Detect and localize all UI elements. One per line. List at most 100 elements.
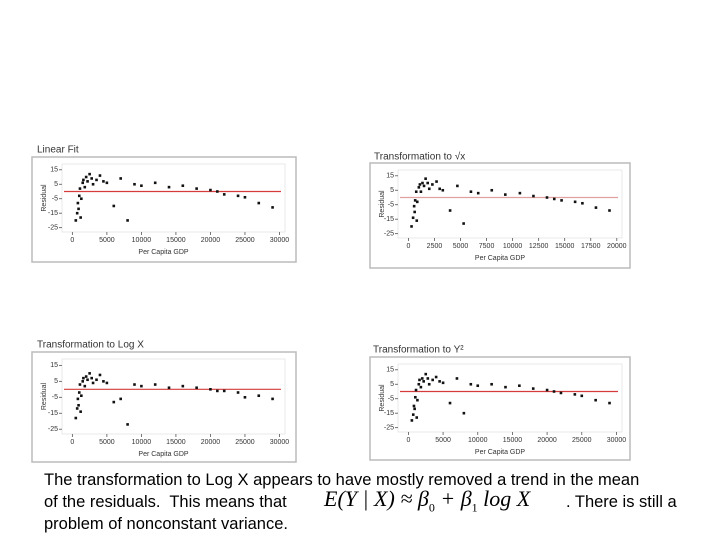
- data-point: [77, 194, 81, 198]
- y-tick-label: -15: [48, 210, 58, 217]
- data-point: [77, 207, 80, 211]
- data-point: [431, 378, 434, 382]
- data-point: [88, 372, 91, 375]
- y-axis-label: Residual: [41, 382, 48, 410]
- data-point: [414, 190, 418, 194]
- x-axis-label: Per Capita GDP: [138, 249, 189, 256]
- data-point: [77, 391, 81, 394]
- x-tick-label: 20000: [201, 439, 221, 446]
- data-point: [504, 385, 507, 389]
- plot-frame: [61, 358, 286, 435]
- data-point: [243, 195, 247, 199]
- data-point: [413, 210, 416, 214]
- paragraph-line: The transformation to Log X appears to h…: [44, 471, 640, 489]
- data-point: [78, 383, 82, 386]
- data-point: [90, 376, 93, 380]
- data-point: [422, 184, 426, 188]
- data-point: [88, 172, 91, 176]
- data-point: [448, 401, 452, 405]
- data-point: [76, 397, 80, 401]
- data-point: [271, 206, 274, 209]
- plot-frame: [397, 363, 623, 433]
- data-point: [412, 204, 416, 208]
- data-point: [438, 380, 441, 383]
- data-point: [78, 187, 82, 190]
- y-tick-label: -15: [384, 216, 394, 223]
- data-point: [456, 184, 459, 188]
- x-tick-label: 0: [406, 437, 410, 444]
- data-point: [411, 413, 415, 416]
- data-point: [580, 394, 584, 398]
- plot-frame: [397, 169, 623, 239]
- x-tick-label: 7500: [479, 243, 495, 250]
- data-point: [236, 194, 240, 198]
- data-point: [82, 178, 85, 182]
- data-point: [608, 401, 611, 405]
- x-tick-label: 10000: [503, 243, 523, 250]
- data-point: [74, 416, 78, 420]
- data-point: [419, 385, 423, 389]
- x-tick-label: 5000: [99, 439, 115, 446]
- x-tick-label: 0: [70, 439, 74, 446]
- panel-box: [369, 162, 631, 269]
- data-point: [222, 389, 226, 393]
- data-point: [153, 383, 157, 386]
- x-tick-label: 5000: [435, 437, 451, 444]
- data-point: [418, 378, 421, 382]
- data-point: [167, 386, 171, 390]
- chart-panel: Transformation to Log X 15 5 -5 -15 -25 0 5000 1…: [31, 340, 297, 463]
- y-tick-label: 5: [54, 181, 58, 188]
- y-tick-label: -5: [52, 394, 58, 401]
- data-point: [438, 187, 441, 191]
- x-tick-label: 12500: [529, 243, 549, 250]
- data-point: [415, 416, 419, 419]
- chart-panel: Transformation to √x 15 5 -5 -15 -25 0 2500 5000…: [369, 151, 631, 269]
- data-point: [420, 377, 424, 380]
- y-tick-label: 15: [386, 173, 394, 180]
- data-point: [422, 380, 425, 383]
- data-point: [167, 185, 171, 189]
- y-tick-label: -5: [52, 196, 58, 203]
- data-point: [140, 384, 143, 388]
- data-point: [476, 191, 480, 195]
- y-axis-label: Residual: [379, 384, 386, 412]
- data-point: [416, 398, 419, 402]
- data-point: [441, 381, 445, 385]
- x-tick-label: 20000: [537, 437, 557, 444]
- data-point: [476, 384, 480, 388]
- chart-panel: Linear Fit 15 5 -5 -15 -25 0 5000 10000 15000 2000…: [31, 145, 297, 263]
- data-point: [518, 384, 521, 388]
- x-tick-label: 2500: [427, 243, 443, 250]
- y-axis-label: Residual: [41, 184, 48, 212]
- data-point: [181, 184, 185, 188]
- data-point: [410, 419, 414, 422]
- data-point: [91, 381, 95, 385]
- data-point: [181, 384, 185, 388]
- formula-subscript: 1: [471, 500, 478, 515]
- x-tick-label: 0: [406, 243, 410, 250]
- data-point: [112, 204, 116, 208]
- data-point: [79, 410, 82, 413]
- data-point: [75, 407, 79, 410]
- x-tick-label: 0: [70, 237, 74, 244]
- data-point: [424, 177, 427, 180]
- y-tick-label: -15: [48, 410, 58, 417]
- data-point: [243, 395, 247, 399]
- x-tick-label: 20000: [201, 237, 221, 244]
- data-point: [552, 390, 556, 393]
- data-point: [560, 199, 563, 202]
- y-tick-label: -5: [388, 202, 394, 209]
- data-point: [573, 200, 577, 204]
- x-tick-label: 15000: [166, 237, 186, 244]
- data-point: [462, 222, 465, 225]
- x-tick-label: 15000: [166, 439, 186, 446]
- data-point: [426, 377, 430, 380]
- y-tick-label: -25: [48, 225, 58, 232]
- chart-title: Transformation to Y²: [373, 345, 464, 356]
- data-point: [413, 199, 417, 202]
- data-point: [105, 181, 109, 185]
- x-axis-label: Per Capita GDP: [475, 255, 526, 262]
- y-tick-label: -25: [384, 425, 394, 432]
- x-tick-label: 30000: [607, 437, 627, 444]
